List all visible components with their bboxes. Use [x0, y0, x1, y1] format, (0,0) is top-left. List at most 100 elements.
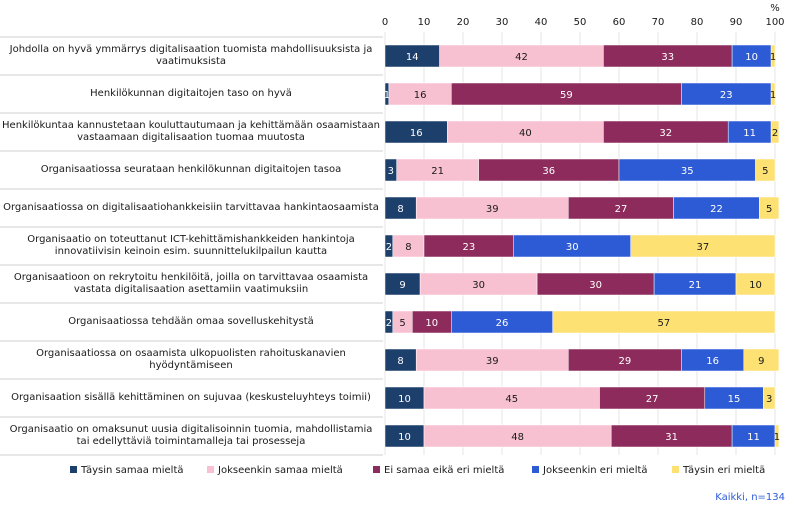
- value-label: 26: [496, 318, 509, 329]
- value-label: 3: [766, 394, 772, 405]
- x-tick-label: 10: [418, 17, 431, 28]
- category-label: Johdolla on hyvä ymmärrys digitalisaatio…: [9, 44, 373, 67]
- value-label: 10: [398, 394, 411, 405]
- value-label: 5: [399, 318, 405, 329]
- value-label: 23: [462, 242, 475, 253]
- value-label: 39: [486, 356, 499, 367]
- value-label: 30: [589, 280, 602, 291]
- value-label: 9: [399, 280, 405, 291]
- value-label: 11: [747, 432, 760, 443]
- value-label: 3: [388, 166, 394, 177]
- category-label: Organisaation sisällä kehittäminen on su…: [11, 392, 371, 403]
- category-label: Organisaatioon on rekrytoitu henkilöitä,…: [13, 272, 369, 295]
- value-label: 39: [486, 204, 499, 215]
- value-label: 59: [560, 90, 573, 101]
- value-label: 21: [689, 280, 702, 291]
- bar-segment: [770, 120, 780, 144]
- bar-segment: [770, 82, 776, 106]
- value-label: 10: [398, 432, 411, 443]
- value-label: 10: [745, 52, 758, 63]
- value-label: 1: [774, 432, 780, 443]
- legend-swatch: [532, 466, 539, 473]
- value-label: 2: [772, 128, 778, 139]
- category-label: Henkilökunnan digitaitojen taso on hyvä: [90, 88, 292, 99]
- value-label: 2: [386, 318, 392, 329]
- value-label: 14: [406, 52, 419, 63]
- value-label: 8: [397, 204, 403, 215]
- legend-label: Jokseenkin eri mieltä: [542, 465, 648, 476]
- legend-swatch: [373, 466, 380, 473]
- bar-segment: [630, 234, 776, 258]
- value-label: 45: [505, 394, 518, 405]
- value-label: 1: [770, 90, 776, 101]
- category-label: Organisaatiossa seurataan henkilökunnan …: [40, 164, 342, 175]
- value-label: 10: [749, 280, 762, 291]
- value-label: 5: [766, 204, 772, 215]
- value-label: 2: [386, 242, 392, 253]
- value-label: 10: [425, 318, 438, 329]
- legend-label: Jokseenkin samaa mieltä: [217, 465, 343, 476]
- category-label: Henkilökuntaa kannustetaan kouluttautuma…: [2, 120, 380, 143]
- bar-segment: [774, 424, 780, 448]
- value-label: 33: [661, 52, 674, 63]
- value-label: 30: [566, 242, 579, 253]
- value-label: 9: [758, 356, 764, 367]
- bar-segment: [770, 44, 776, 68]
- value-label: 5: [762, 166, 768, 177]
- category-label: Organisaatio on toteuttanut ICT-kehittäm…: [27, 234, 355, 257]
- x-axis-label: %: [770, 3, 780, 14]
- x-tick-label: 60: [613, 17, 626, 28]
- value-label: 11: [743, 128, 756, 139]
- value-label: 8: [405, 242, 411, 253]
- value-label: 36: [542, 166, 555, 177]
- x-tick-label: 70: [652, 17, 665, 28]
- value-label: 30: [472, 280, 485, 291]
- x-tick-label: 100: [765, 17, 784, 28]
- x-tick-label: 0: [382, 17, 388, 28]
- value-label: 1: [770, 52, 776, 63]
- value-label: 21: [431, 166, 444, 177]
- x-tick-label: 90: [730, 17, 743, 28]
- value-label: 29: [618, 356, 631, 367]
- bar-segment: [743, 348, 780, 372]
- value-label: 8: [397, 356, 403, 367]
- legend-swatch: [70, 466, 77, 473]
- legend-label: Ei samaa eikä eri mieltä: [384, 465, 504, 476]
- value-label: 23: [720, 90, 733, 101]
- value-label: 42: [515, 52, 528, 63]
- value-label: 1: [384, 90, 390, 101]
- x-tick-label: 50: [574, 17, 587, 28]
- bar-segment: [735, 272, 776, 296]
- x-tick-label: 40: [535, 17, 548, 28]
- x-tick-label: 80: [691, 17, 704, 28]
- category-label: Organisaatiossa tehdään omaa sovelluskeh…: [68, 316, 314, 327]
- category-label: Organisaatiossa on osaamista ulkopuolist…: [36, 348, 346, 371]
- category-label: Organisaatiossa on digitalisaatiohankkei…: [3, 202, 379, 213]
- legend-swatch: [672, 466, 679, 473]
- category-label: Organisaatio on omaksunut uusia digitali…: [9, 424, 373, 447]
- value-label: 35: [681, 166, 694, 177]
- value-label: 16: [410, 128, 423, 139]
- x-tick-label: 30: [496, 17, 509, 28]
- value-label: 16: [414, 90, 427, 101]
- value-label: 22: [710, 204, 723, 215]
- value-label: 48: [511, 432, 524, 443]
- value-label: 32: [659, 128, 672, 139]
- x-tick-label: 20: [457, 17, 470, 28]
- value-label: 40: [519, 128, 532, 139]
- value-label: 27: [615, 204, 628, 215]
- value-label: 37: [696, 242, 709, 253]
- note: Kaikki, n=134: [715, 492, 785, 503]
- value-label: 15: [728, 394, 741, 405]
- value-label: 57: [657, 318, 670, 329]
- legend-label: Täysin samaa mieltä: [80, 465, 184, 476]
- legend-swatch: [207, 466, 214, 473]
- bar-segment: [755, 158, 776, 182]
- value-label: 16: [706, 356, 719, 367]
- bar-segment: [552, 310, 776, 334]
- legend-label: Täysin eri mieltä: [682, 465, 765, 476]
- bar-segment: [759, 196, 780, 220]
- value-label: 27: [646, 394, 659, 405]
